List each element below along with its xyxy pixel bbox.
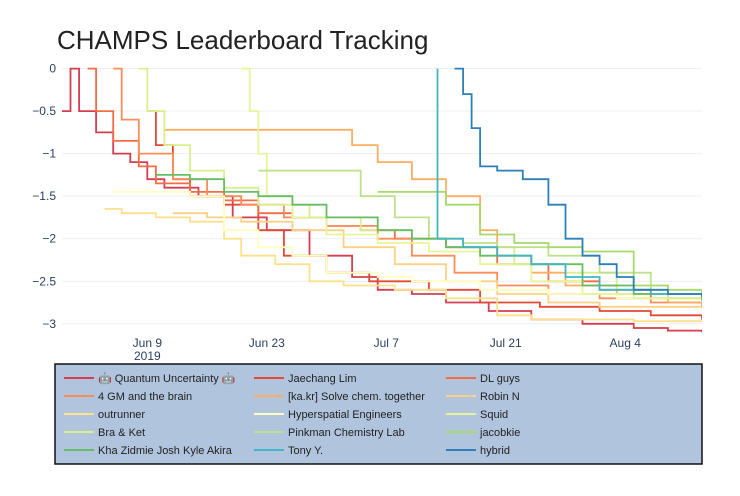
y-tick-label: 0 [49,62,56,76]
series-line-14[interactable] [454,67,703,297]
legend-item[interactable]: Pinkman Chemistry Lab [254,427,405,439]
legend-label: jacobkie [479,427,520,439]
legend-item[interactable]: Kha Zidmie Josh Kyle Akira [64,445,233,457]
x-tick-label: Jun 23 [249,336,285,350]
legend-item[interactable]: Tony Y. [254,445,323,457]
series-line-12[interactable] [155,174,702,300]
series-line-8[interactable] [241,67,702,300]
legend-label: Kha Zidmie Josh Kyle Akira [98,445,233,457]
series-line-13[interactable] [436,68,703,297]
chart-title: CHAMPS Leaderboard Tracking [57,25,428,55]
legend-label: outrunner [98,409,145,421]
y-tick-label: −2 [42,232,56,246]
series-line-9[interactable] [138,67,702,303]
series-lines [62,67,703,333]
legend-item[interactable]: Bra & Ket [64,427,145,439]
legend-item[interactable]: Squid [446,409,508,421]
legend-box [54,363,703,465]
legend-item[interactable]: 🤖 Quantum Uncertainty 🤖 [64,372,236,385]
legend-label: 🤖 Quantum Uncertainty 🤖 [98,372,236,385]
legend-item[interactable]: hybrid [446,445,510,457]
y-tick-label: −0.5 [32,104,56,118]
legend-item[interactable]: Robin N [446,391,520,403]
legend-item[interactable]: DL guys [446,373,520,385]
legend-label: Tony Y. [288,445,323,457]
y-axis: 0 −0.5 −1 −1.5 −2 −2.5 −3 [32,62,56,331]
y-tick-label: −1.5 [32,189,56,203]
legend-item[interactable]: outrunner [64,409,145,421]
x-tick-label: Jun 9 [133,336,163,350]
legend-item[interactable]: 4 GM and the brain [64,391,192,403]
series-line-0[interactable] [62,67,702,333]
legend-label: Pinkman Chemistry Lab [288,427,405,439]
legend-label: [ka.kr] Solve chem. together [288,391,425,403]
x-tick-label: Jul 7 [374,336,400,350]
legend-item[interactable]: Jaechang Lim [254,373,357,385]
y-tick-label: −1 [42,147,56,161]
x-tick-label: Aug 4 [610,336,642,350]
legend-item[interactable]: jacobkie [446,427,520,439]
legend-label: Jaechang Lim [288,373,357,385]
x-tick-label: Jul 21 [490,336,522,350]
series-line-6[interactable] [104,208,702,323]
y-tick-label: −2.5 [32,274,56,288]
series-line-1[interactable] [147,110,702,320]
plot-area[interactable] [62,67,703,333]
series-line-3[interactable] [113,67,702,307]
legend-label: Squid [480,409,508,421]
series-line-2[interactable] [87,67,702,303]
legend-label: 4 GM and the brain [98,391,192,403]
legend-label: Bra & Ket [98,427,145,439]
legend-label: Hyperspatial Engineers [288,409,402,421]
legend-label: Robin N [480,391,520,403]
legend-item[interactable]: [ka.kr] Solve chem. together [254,391,425,403]
legend[interactable]: 🤖 Quantum Uncertainty 🤖 Jaechang Lim DL gu… [54,363,703,465]
legend-label: DL guys [480,373,520,385]
series-line-7[interactable] [113,191,702,300]
series-line-5[interactable] [172,212,702,309]
y-tick-label: −3 [42,317,56,331]
series-line-11[interactable] [377,191,702,294]
legend-label: hybrid [480,445,510,457]
legend-item[interactable]: Hyperspatial Engineers [254,409,402,421]
x-tick-year-label: 2019 [134,349,161,363]
